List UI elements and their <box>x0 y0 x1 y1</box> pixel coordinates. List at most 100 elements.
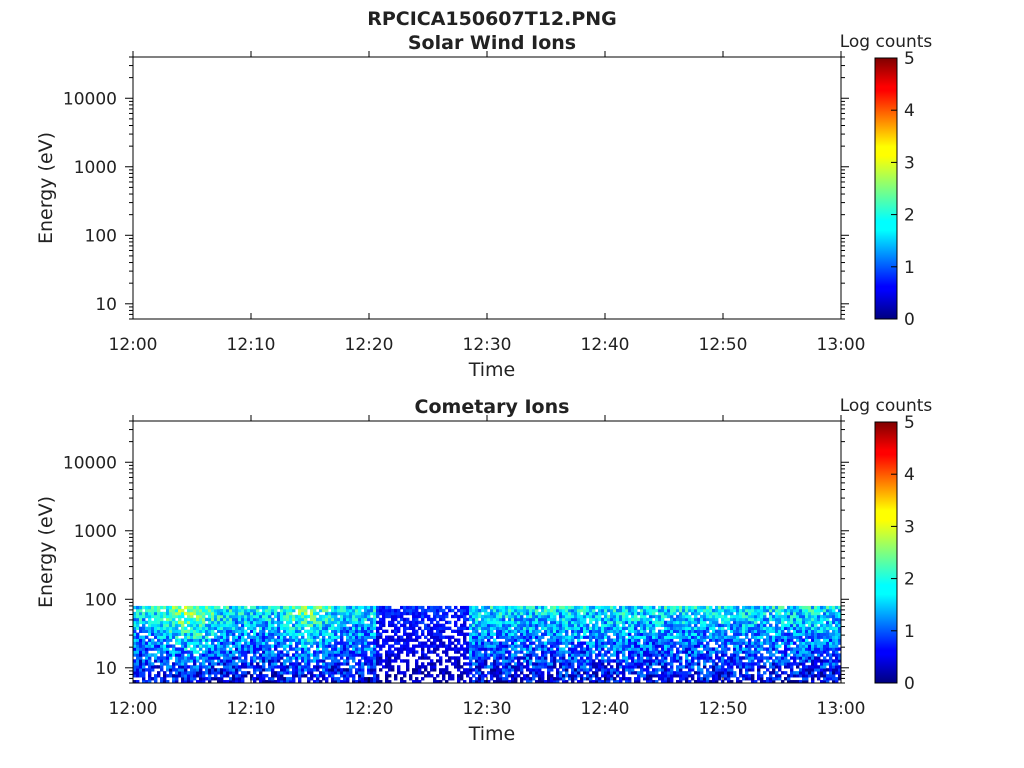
spectrogram-cell <box>418 605 422 610</box>
spectrogram-cell <box>403 623 407 628</box>
spectrogram-cell <box>196 638 200 642</box>
spectrogram-cell <box>598 665 602 669</box>
spectrogram-cell <box>394 641 398 645</box>
spectrogram-cell <box>226 635 230 639</box>
spectrogram-cell <box>673 653 677 657</box>
spectrogram-cell <box>562 605 566 610</box>
spectrogram-cell <box>703 629 707 633</box>
spectrogram-cell <box>631 620 635 625</box>
spectrogram-cell <box>607 677 611 681</box>
spectrogram-cell <box>277 605 281 610</box>
spectrogram-cell <box>172 626 176 631</box>
spectrogram-cell <box>331 677 335 681</box>
spectrogram-cell <box>613 668 617 672</box>
spectrogram-cell <box>586 662 590 666</box>
spectrogram-cell <box>676 641 680 645</box>
spectrogram-cell <box>583 608 587 613</box>
spectrogram-cell <box>253 650 257 654</box>
spectrogram-cell <box>760 632 764 636</box>
spectrogram-cell <box>499 626 503 631</box>
spectrogram-cell <box>769 608 773 613</box>
spectrogram-cell <box>538 638 542 642</box>
spectrogram-cell <box>709 626 713 631</box>
spectrogram-cell <box>433 668 437 672</box>
spectrogram-cell <box>817 668 821 672</box>
spectrogram-cell <box>685 638 689 642</box>
spectrogram-cell <box>634 629 638 633</box>
spectrogram-cell <box>208 659 212 663</box>
spectrogram-cell <box>613 653 617 657</box>
spectrogram-cell <box>517 662 521 666</box>
spectrogram-cell <box>136 659 140 663</box>
spectrogram-cell <box>670 668 674 672</box>
spectrogram-cell <box>379 659 383 663</box>
spectrogram-cell <box>676 665 680 669</box>
spectrogram-cell <box>544 644 548 648</box>
spectrogram-cell <box>169 653 173 657</box>
spectrogram-cell <box>814 659 818 663</box>
spectrogram-cell <box>133 629 137 633</box>
spectrogram-cell <box>781 680 785 683</box>
spectrogram-cell <box>238 641 242 645</box>
spectrogram-cell <box>352 650 356 654</box>
spectrogram-cell <box>388 620 392 625</box>
spectrogram-cell <box>223 668 227 672</box>
spectrogram-cell <box>736 659 740 663</box>
spectrogram-cell <box>526 623 530 628</box>
spectrogram-cell <box>655 641 659 645</box>
spectrogram-cell <box>637 611 641 616</box>
spectrogram-cell <box>187 680 191 683</box>
spectrogram-cell <box>370 641 374 645</box>
spectrogram-cell <box>265 614 269 619</box>
spectrogram-cell <box>208 647 212 651</box>
spectrogram-cell <box>634 632 638 636</box>
spectrogram-cell <box>172 653 176 657</box>
spectrogram-cell <box>139 641 143 645</box>
spectrogram-cell <box>154 629 158 633</box>
spectrogram-cell <box>361 650 365 654</box>
spectrogram-cell <box>805 677 809 681</box>
spectrogram-cell <box>802 680 806 683</box>
spectrogram-cell <box>295 614 299 619</box>
spectrogram-cell <box>307 677 311 681</box>
spectrogram-cell <box>430 674 434 678</box>
spectrogram-cell <box>283 662 287 666</box>
spectrogram-cell <box>751 674 755 678</box>
spectrogram-cell <box>211 665 215 669</box>
spectrogram-cell <box>484 605 488 610</box>
spectrogram-cell <box>781 635 785 639</box>
spectrogram-cell <box>271 668 275 672</box>
spectrogram-cell <box>205 665 209 669</box>
spectrogram-cell <box>148 617 152 622</box>
spectrogram-cell <box>382 605 386 610</box>
spectrogram-cell <box>640 659 644 663</box>
spectrogram-cell <box>565 680 569 683</box>
spectrogram-cell <box>184 635 188 639</box>
spectrogram-cell <box>529 659 533 663</box>
spectrogram-cell <box>217 623 221 628</box>
spectrogram-cell <box>550 668 554 672</box>
y-tick-label: 10000 <box>63 89 117 109</box>
spectrogram-cell <box>547 617 551 622</box>
spectrogram-cell <box>658 617 662 622</box>
spectrogram-cell <box>190 641 194 645</box>
spectrogram-cell <box>535 662 539 666</box>
spectrogram-cell <box>703 617 707 622</box>
spectrogram-cell <box>412 629 416 633</box>
spectrogram-cell <box>133 614 137 619</box>
spectrogram-cell <box>760 623 764 628</box>
spectrogram-cell <box>523 623 527 628</box>
spectrogram-cell <box>415 638 419 642</box>
spectrogram-cell <box>370 611 374 616</box>
spectrogram-cell <box>190 668 194 672</box>
spectrogram-cell <box>151 668 155 672</box>
spectrogram-cell <box>604 614 608 619</box>
spectrogram-cell <box>577 641 581 645</box>
spectrogram-cell <box>574 668 578 672</box>
spectrogram-cell <box>649 629 653 633</box>
spectrogram-cell <box>700 641 704 645</box>
spectrogram-cell <box>157 650 161 654</box>
spectrogram-cell <box>208 608 212 613</box>
spectrogram-cell <box>541 644 545 648</box>
spectrogram-cell <box>406 608 410 613</box>
